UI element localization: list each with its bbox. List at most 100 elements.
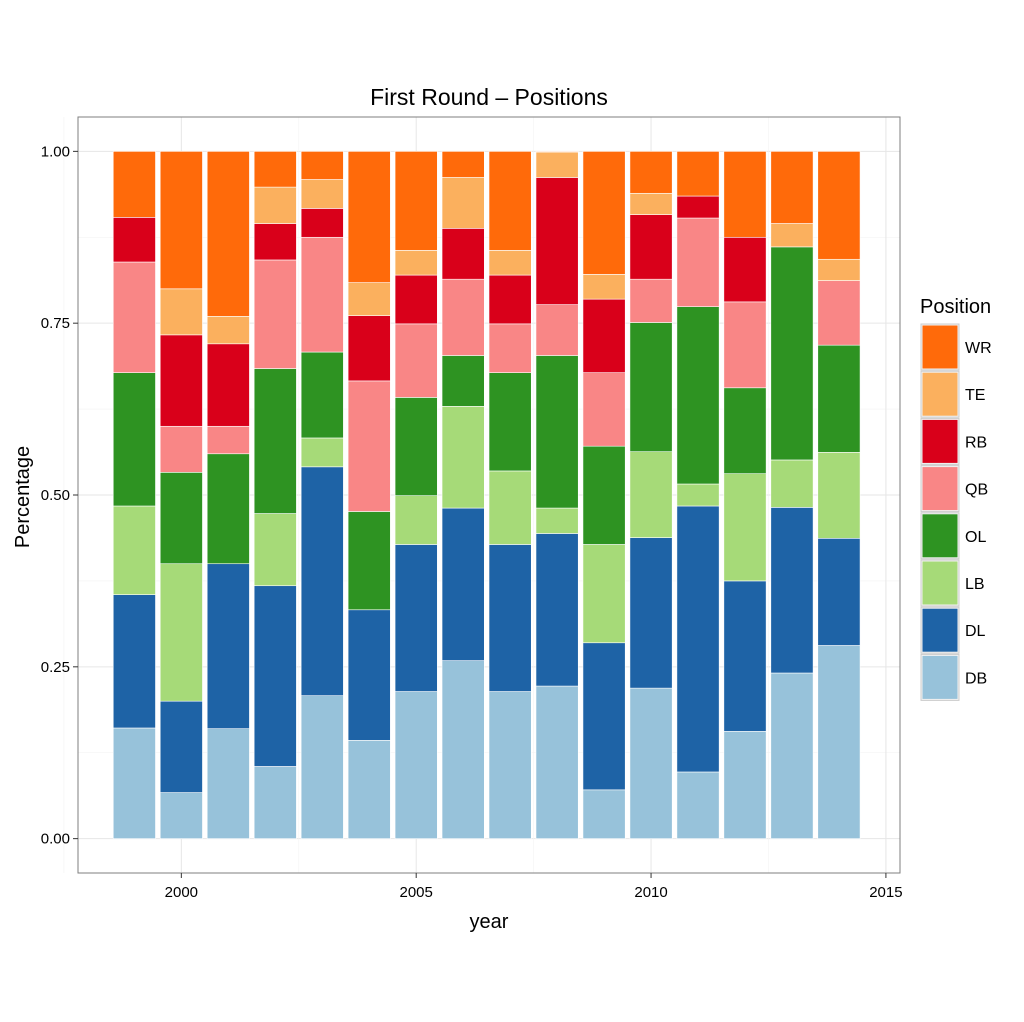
bar-DL-2004 bbox=[347, 609, 391, 741]
bar-WR-1999 bbox=[112, 151, 156, 218]
bar-DB-2000 bbox=[159, 792, 203, 839]
legend-label-OL: OL bbox=[965, 529, 986, 546]
bar-LB-2011 bbox=[676, 483, 720, 507]
x-tick-label: 2000 bbox=[165, 884, 198, 901]
bar-QB-2002 bbox=[253, 259, 297, 369]
bar-DL-2012 bbox=[723, 580, 767, 732]
bar-OL-2001 bbox=[206, 453, 250, 565]
bar-TE-2010 bbox=[629, 192, 673, 215]
bar-DL-1999 bbox=[112, 594, 156, 729]
bar-QB-2006 bbox=[441, 278, 485, 356]
bar-QB-2004 bbox=[347, 380, 391, 512]
bar-TE-2003 bbox=[300, 179, 344, 209]
bar-OL-1999 bbox=[112, 372, 156, 507]
bar-WR-2003 bbox=[300, 151, 344, 180]
bar-WR-2002 bbox=[253, 151, 297, 188]
bar-DB-1999 bbox=[112, 727, 156, 839]
legend-swatch-RB bbox=[922, 419, 958, 463]
legend-swatch-DB bbox=[922, 655, 958, 699]
bar-DB-2009 bbox=[582, 789, 626, 839]
bar-RB-2004 bbox=[347, 315, 391, 382]
x-tick-label: 2010 bbox=[634, 884, 667, 901]
legend-swatch-DL bbox=[922, 608, 958, 652]
x-tick-label: 2005 bbox=[400, 884, 433, 901]
bar-LB-2014 bbox=[817, 452, 861, 539]
bar-QB-2003 bbox=[300, 236, 344, 353]
bar-DB-2008 bbox=[535, 685, 579, 839]
bar-DB-2007 bbox=[488, 691, 532, 839]
bar-DB-2013 bbox=[770, 672, 814, 839]
bar-WR-2010 bbox=[629, 151, 673, 194]
bar-QB-2014 bbox=[817, 280, 861, 346]
bar-RB-2008 bbox=[535, 177, 579, 305]
bar-DB-2014 bbox=[817, 645, 861, 839]
bar-WR-2004 bbox=[347, 151, 391, 283]
legend-swatch-QB bbox=[922, 467, 958, 511]
bar-DL-2013 bbox=[770, 507, 814, 674]
x-tick-label: 2015 bbox=[869, 884, 902, 901]
bar-QB-2011 bbox=[676, 217, 720, 307]
bar-DB-2011 bbox=[676, 771, 720, 839]
bar-OL-2010 bbox=[629, 322, 673, 453]
bar-QB-2010 bbox=[629, 278, 673, 323]
bar-LB-1999 bbox=[112, 505, 156, 595]
bar-WR-2008 bbox=[535, 151, 579, 153]
bar-LB-2002 bbox=[253, 513, 297, 587]
bar-DB-2001 bbox=[206, 728, 250, 839]
bar-DB-2003 bbox=[300, 695, 344, 839]
legend-title: Position bbox=[920, 296, 991, 318]
bar-OL-2013 bbox=[770, 246, 814, 461]
bar-TE-2000 bbox=[159, 288, 203, 336]
bar-LB-2007 bbox=[488, 470, 532, 545]
bar-TE-2001 bbox=[206, 316, 250, 345]
bar-DL-2014 bbox=[817, 537, 861, 646]
bar-LB-2012 bbox=[723, 473, 767, 582]
bar-TE-2009 bbox=[582, 274, 626, 300]
bar-LB-2005 bbox=[394, 495, 438, 545]
y-tick-label: 0.00 bbox=[41, 831, 70, 848]
bar-TE-2007 bbox=[488, 250, 532, 276]
bar-RB-1999 bbox=[112, 217, 156, 263]
legend-swatch-TE bbox=[922, 372, 958, 416]
legend-label-WR: WR bbox=[965, 340, 992, 357]
bars bbox=[112, 151, 861, 839]
bar-DL-2008 bbox=[535, 533, 579, 687]
bar-LB-2006 bbox=[441, 406, 485, 509]
bar-LB-2008 bbox=[535, 507, 579, 534]
bar-DB-2005 bbox=[394, 691, 438, 839]
bar-OL-2014 bbox=[817, 344, 861, 453]
bar-DL-2000 bbox=[159, 700, 203, 793]
bar-WR-2013 bbox=[770, 151, 814, 224]
bar-TE-2006 bbox=[441, 177, 485, 229]
bar-QB-2001 bbox=[206, 425, 250, 455]
bar-DB-2012 bbox=[723, 731, 767, 839]
bar-OL-2006 bbox=[441, 355, 485, 407]
bar-QB-2000 bbox=[159, 425, 203, 473]
bar-DL-2003 bbox=[300, 466, 344, 696]
bar-WR-2007 bbox=[488, 151, 532, 251]
bar-QB-2005 bbox=[394, 323, 438, 398]
legend-label-QB: QB bbox=[965, 482, 988, 499]
bar-RB-2003 bbox=[300, 208, 344, 238]
bar-RB-2012 bbox=[723, 236, 767, 303]
bar-LB-2010 bbox=[629, 451, 673, 538]
y-tick-label: 0.50 bbox=[41, 487, 70, 504]
bar-TE-2002 bbox=[253, 186, 297, 224]
bar-TE-2008 bbox=[535, 151, 579, 178]
bar-RB-2009 bbox=[582, 298, 626, 373]
legend-label-TE: TE bbox=[965, 387, 985, 404]
legend-label-DB: DB bbox=[965, 670, 987, 687]
legend-label-RB: RB bbox=[965, 434, 987, 451]
bar-DB-2002 bbox=[253, 766, 297, 839]
legend-swatch-LB bbox=[922, 561, 958, 605]
legend-label-LB: LB bbox=[965, 576, 985, 593]
bar-OL-2009 bbox=[582, 445, 626, 545]
bar-LB-2003 bbox=[300, 437, 344, 468]
y-axis-label: Percentage bbox=[12, 446, 34, 548]
bar-DB-2004 bbox=[347, 740, 391, 839]
bar-WR-2011 bbox=[676, 151, 720, 197]
bar-RB-2000 bbox=[159, 334, 203, 427]
x-axis-label: year bbox=[470, 911, 509, 933]
bar-RB-2011 bbox=[676, 195, 720, 219]
